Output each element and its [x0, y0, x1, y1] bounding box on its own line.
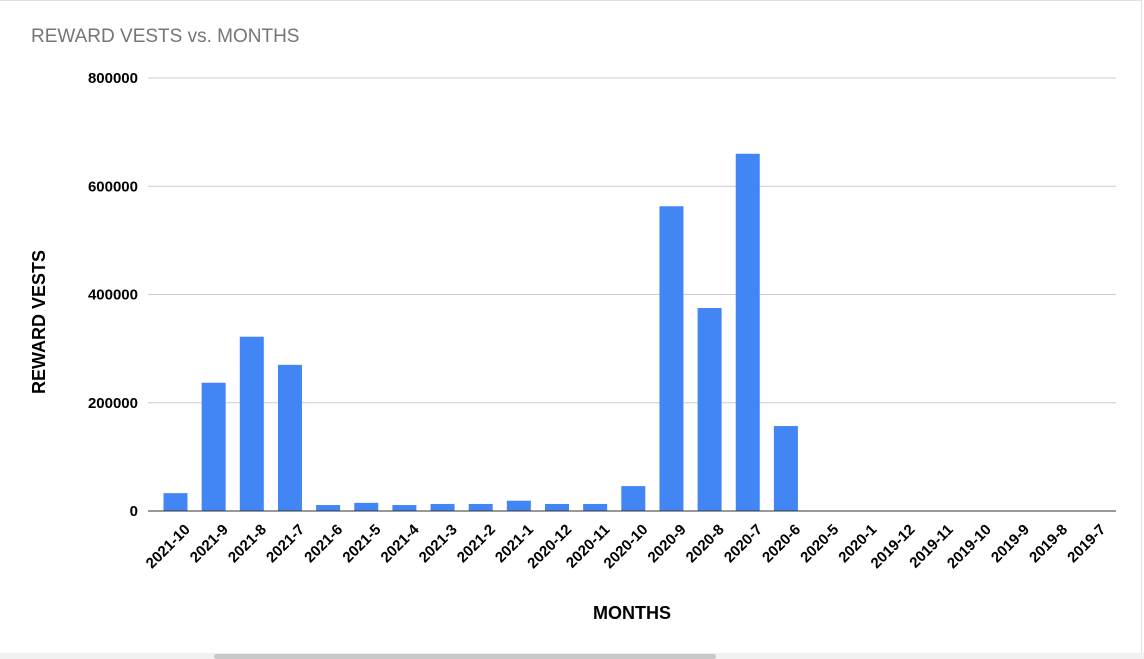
y-axis-label: REWARD VESTS: [29, 250, 49, 394]
x-tick-label: 2021-9: [187, 521, 232, 566]
bar: [506, 500, 531, 511]
bar: [545, 503, 569, 511]
bar: [735, 153, 760, 511]
x-axis-ticks: 2021-102021-92021-82021-72021-62021-5202…: [143, 521, 1110, 572]
chart-title: REWARD VESTS vs. MONTHS: [31, 26, 300, 47]
bar: [239, 336, 264, 511]
bar: [392, 505, 417, 511]
x-tick-label: 2019-8: [1026, 521, 1071, 566]
x-tick-label: 2021-6: [301, 521, 346, 566]
x-tick-label: 2020-7: [721, 521, 766, 566]
bar: [277, 364, 302, 511]
bar: [201, 382, 226, 511]
x-tick-label: 2020-9: [645, 521, 690, 566]
scrollbar-thumb[interactable]: [214, 654, 716, 659]
y-tick-label: 200000: [88, 395, 138, 412]
x-tick-label: 2021-10: [143, 521, 194, 572]
x-axis-label: MONTHS: [593, 603, 671, 623]
bar: [659, 206, 684, 511]
bars: [163, 153, 1104, 511]
x-tick-label: 2021-7: [263, 521, 308, 566]
bar: [773, 426, 798, 511]
y-tick-label: 600000: [88, 178, 138, 195]
y-tick-label: 800000: [88, 70, 138, 87]
x-tick-label: 2019-7: [1064, 521, 1109, 566]
y-tick-label: 0: [130, 503, 138, 520]
x-tick-label: 2021-4: [378, 521, 424, 567]
bar: [316, 505, 341, 511]
grid-lines: [148, 77, 1116, 404]
x-tick-label: 2020-5: [797, 521, 842, 566]
bar: [621, 486, 646, 511]
x-tick-label: 2021-2: [454, 521, 499, 566]
x-tick-label: 2021-5: [339, 521, 384, 566]
x-tick-label: 2021-8: [225, 521, 270, 566]
bar: [354, 502, 379, 511]
x-tick-label: 2021-3: [416, 521, 461, 566]
bar: [583, 503, 608, 511]
x-tick-label: 2020-6: [759, 521, 804, 566]
bar: [468, 503, 493, 511]
bar: [430, 503, 455, 511]
x-tick-label: 2019-9: [988, 521, 1033, 566]
bar: [163, 493, 188, 511]
y-tick-label: 400000: [88, 287, 138, 304]
x-tick-label: 2020-8: [683, 521, 728, 566]
y-axis-ticks: 0 200000 400000 600000 800000: [88, 70, 138, 520]
bar: [697, 308, 722, 511]
